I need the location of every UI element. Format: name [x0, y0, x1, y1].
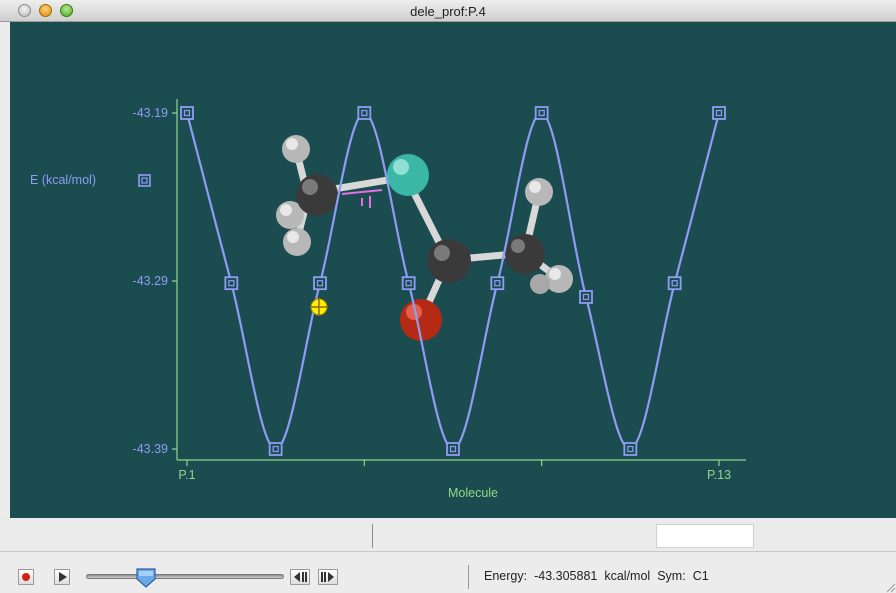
- data-point[interactable]: [357, 106, 372, 120]
- minimize-window-button[interactable]: [39, 4, 52, 17]
- data-point-inner: [627, 445, 634, 453]
- data-point[interactable]: [490, 276, 505, 291]
- data-point[interactable]: [579, 290, 593, 304]
- data-point-inner: [449, 445, 457, 453]
- step-forward-button[interactable]: [318, 569, 338, 585]
- status-field[interactable]: [656, 524, 754, 548]
- data-point[interactable]: [623, 442, 638, 456]
- energy-chart: -43.19 -43.29 -43.39 P.1 P.13 Molecule E (kcal…: [30, 99, 746, 500]
- legend-marker-inner: [141, 177, 148, 184]
- energy-readout: Energy: -43.305881 kcal/mol Sym: C1: [484, 569, 716, 583]
- data-point-inner: [228, 280, 235, 287]
- y-axis-label: E (kcal/mol): [30, 173, 96, 187]
- data-point[interactable]: [313, 276, 327, 291]
- data-point-inner: [361, 109, 368, 117]
- data-point-inner: [272, 445, 279, 453]
- data-point-inner: [538, 109, 545, 117]
- y-tick-label: -43.39: [133, 442, 168, 456]
- data-point[interactable]: [712, 106, 726, 120]
- y-tick-label: -43.19: [133, 106, 168, 120]
- molecule-3d-view[interactable]: [276, 135, 573, 341]
- step-forward-icon: [321, 572, 334, 582]
- frame-slider-track[interactable]: [86, 574, 284, 579]
- status-divider: [372, 524, 373, 548]
- step-back-button[interactable]: [290, 569, 310, 585]
- title-bar: dele_prof:P.4: [0, 0, 896, 22]
- record-icon: [22, 573, 30, 581]
- data-point[interactable]: [534, 106, 549, 120]
- step-back-icon: [294, 572, 307, 582]
- data-point[interactable]: [180, 106, 194, 120]
- data-point[interactable]: [667, 276, 682, 291]
- x-tick-label: P.1: [178, 468, 195, 482]
- playback-controls: Energy: -43.305881 kcal/mol Sym: C1: [0, 553, 896, 593]
- status-bar: [0, 518, 896, 552]
- legend-marker: [138, 174, 151, 187]
- energy-unit: kcal/mol: [604, 569, 651, 583]
- controls-divider: [468, 565, 469, 589]
- resize-grip-icon[interactable]: [884, 581, 896, 593]
- y-tick-label: -43.29: [133, 274, 168, 288]
- play-icon: [59, 572, 67, 582]
- energy-value: -43.305881: [534, 569, 598, 583]
- record-button[interactable]: [18, 569, 34, 585]
- sym-value: C1: [692, 569, 709, 583]
- data-point[interactable]: [401, 276, 416, 291]
- zoom-window-button[interactable]: [60, 4, 73, 17]
- data-point[interactable]: [446, 442, 460, 456]
- x-axis-label: Molecule: [448, 486, 498, 500]
- data-point-inner: [582, 293, 590, 301]
- data-point-inner: [405, 280, 412, 287]
- data-point-inner: [183, 109, 191, 117]
- data-point-inner: [671, 280, 678, 287]
- energy-profile-plot[interactable]: -43.19 -43.29 -43.39 P.1 P.13 Molecule E (kcal…: [10, 22, 896, 518]
- energy-label: Energy:: [484, 569, 528, 583]
- play-button[interactable]: [54, 569, 70, 585]
- x-tick-label: P.13: [707, 468, 731, 482]
- sym-label: Sym:: [657, 569, 686, 583]
- window-title: dele_prof:P.4: [410, 4, 486, 19]
- frame-slider-thumb[interactable]: [134, 567, 158, 589]
- data-point[interactable]: [224, 276, 239, 291]
- data-point-inner: [316, 280, 324, 287]
- data-point-inner: [494, 280, 501, 287]
- close-window-button[interactable]: [18, 4, 31, 17]
- data-point-inner: [715, 109, 723, 117]
- data-point[interactable]: [268, 442, 283, 456]
